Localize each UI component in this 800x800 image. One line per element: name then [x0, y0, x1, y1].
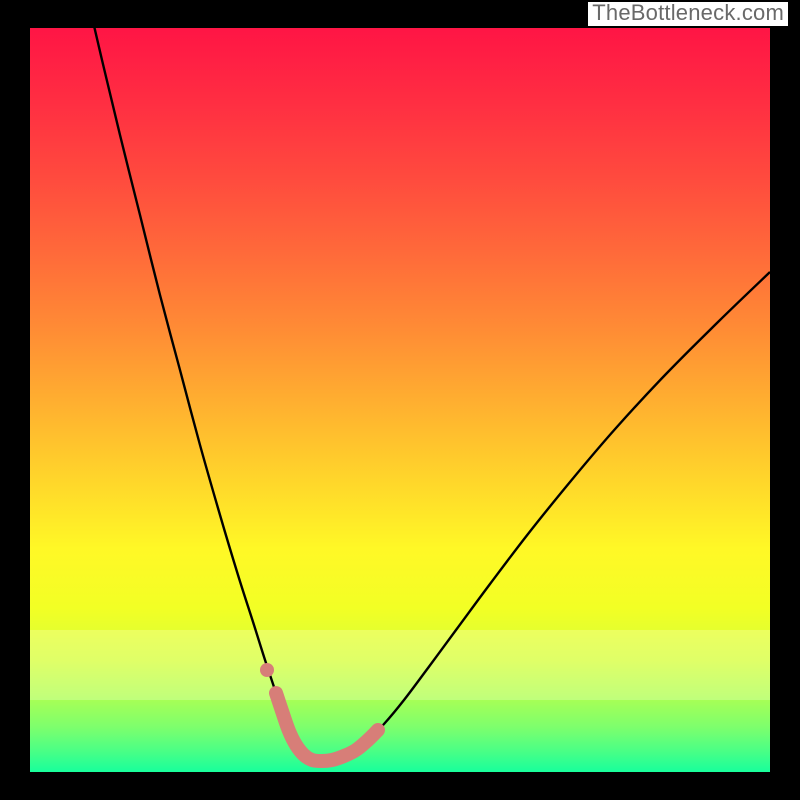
watermark-text: TheBottleneck.com [588, 2, 788, 26]
chart-stage: TheBottleneck.com [0, 0, 800, 800]
gradient-background [30, 28, 770, 772]
gradient-fill [30, 28, 770, 772]
